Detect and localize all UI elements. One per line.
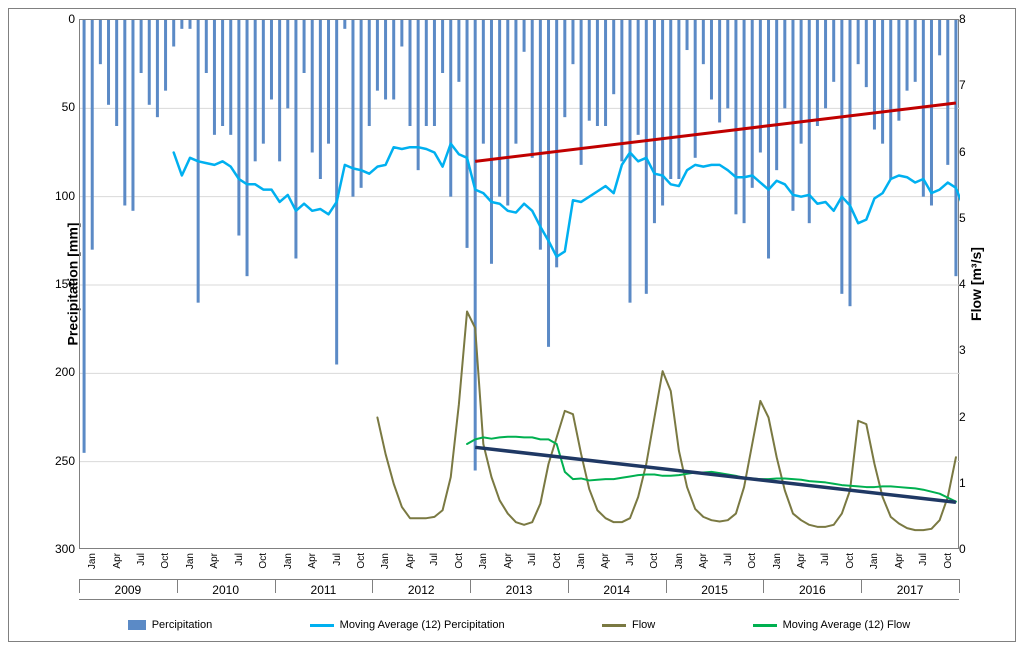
- x-tick-month: Jul: [723, 553, 734, 566]
- plot-area: [79, 19, 959, 549]
- x-tick-month: Jul: [820, 553, 831, 566]
- y2-tick: 6: [959, 145, 975, 159]
- x-tick-month: Jan: [772, 553, 783, 569]
- x-tick-year: 2013: [506, 583, 533, 597]
- x-tick-month: Apr: [796, 553, 807, 569]
- y1-tick: 250: [47, 454, 75, 468]
- x-year-separator: [177, 579, 178, 593]
- x-tick-year: 2009: [115, 583, 142, 597]
- x-tick-month: Apr: [503, 553, 514, 569]
- x-tick-month: Jul: [234, 553, 245, 566]
- legend-item: Percipitation: [128, 619, 213, 631]
- legend-item: Moving Average (12) Flow: [753, 619, 911, 631]
- x-tick-month: Jul: [918, 553, 929, 566]
- y1-tick: 150: [47, 277, 75, 291]
- x-tick-month: Apr: [307, 553, 318, 569]
- legend-swatch-line: [753, 624, 777, 627]
- x-tick-month: Jan: [283, 553, 294, 569]
- x-tick-year: 2017: [897, 583, 924, 597]
- x-tick-month: Jul: [625, 553, 636, 566]
- x-tick-year: 2011: [311, 583, 337, 597]
- x-tick-year: 2012: [408, 583, 435, 597]
- x-year-separator: [666, 579, 667, 593]
- y2-tick: 1: [959, 476, 975, 490]
- x-tick-month: Jan: [576, 553, 587, 569]
- x-tick-month: Oct: [845, 553, 856, 569]
- x-year-separator: [275, 579, 276, 593]
- x-year-hline: [79, 579, 959, 580]
- legend-label: Flow: [632, 619, 655, 631]
- legend-item: Moving Average (12) Percipitation: [310, 619, 505, 631]
- x-tick-month: Oct: [552, 553, 563, 569]
- x-tick-month: Oct: [943, 553, 954, 569]
- x-tick-month: Jan: [478, 553, 489, 569]
- legend-label: Percipitation: [152, 619, 213, 631]
- y1-tick: 300: [47, 542, 75, 556]
- legend-swatch-line: [310, 624, 334, 627]
- y2-tick: 7: [959, 78, 975, 92]
- y2-tick: 4: [959, 277, 975, 291]
- x-tick-month: Apr: [112, 553, 123, 569]
- x-year-separator: [763, 579, 764, 593]
- x-tick-month: Jul: [332, 553, 343, 566]
- x-tick-month: Oct: [649, 553, 660, 569]
- chart-container: Precipitation [mm] Flow [m³/s] 050100150…: [8, 8, 1016, 642]
- legend-swatch-line: [602, 624, 626, 627]
- x-tick-month: Jan: [380, 553, 391, 569]
- legend: Percipitation Moving Average (12) Percipi…: [79, 615, 959, 635]
- x-tick-month: Jul: [527, 553, 538, 566]
- x-tick-month: Oct: [258, 553, 269, 569]
- x-year-separator: [470, 579, 471, 593]
- x-year-separator: [568, 579, 569, 593]
- x-tick-month: Oct: [454, 553, 465, 569]
- y2-tick: 8: [959, 12, 975, 26]
- y2-tick: 5: [959, 211, 975, 225]
- y1-tick: 100: [47, 189, 75, 203]
- x-tick-month: Apr: [405, 553, 416, 569]
- x-tick-year: 2015: [701, 583, 728, 597]
- x-tick-month: Apr: [209, 553, 220, 569]
- x-tick-month: Jul: [429, 553, 440, 566]
- x-tick-month: Oct: [356, 553, 367, 569]
- legend-swatch-bar: [128, 620, 146, 630]
- x-tick-month: Oct: [747, 553, 758, 569]
- x-tick-month: Jan: [869, 553, 880, 569]
- x-tick-month: Jan: [87, 553, 98, 569]
- x-tick-month: Apr: [894, 553, 905, 569]
- y1-tick: 50: [47, 100, 75, 114]
- y1-tick: 200: [47, 365, 75, 379]
- x-tick-year: 2014: [603, 583, 630, 597]
- chart-svg: [80, 20, 960, 550]
- x-tick-year: 2010: [212, 583, 239, 597]
- legend-label: Moving Average (12) Percipitation: [340, 619, 505, 631]
- x-year-hline: [79, 599, 959, 600]
- y2-tick: 2: [959, 410, 975, 424]
- legend-label: Moving Average (12) Flow: [783, 619, 911, 631]
- x-year-separator: [372, 579, 373, 593]
- x-tick-month: Apr: [698, 553, 709, 569]
- x-tick-month: Jul: [136, 553, 147, 566]
- x-year-separator: [861, 579, 862, 593]
- legend-item: Flow: [602, 619, 655, 631]
- x-tick-year: 2016: [799, 583, 826, 597]
- x-tick-month: Jan: [674, 553, 685, 569]
- x-tick-month: Oct: [160, 553, 171, 569]
- x-year-separator: [79, 579, 80, 593]
- y2-tick: 0: [959, 542, 975, 556]
- y2-tick: 3: [959, 343, 975, 357]
- x-tick-month: Jan: [185, 553, 196, 569]
- x-year-separator: [959, 579, 960, 593]
- x-tick-month: Apr: [600, 553, 611, 569]
- y1-tick: 0: [47, 12, 75, 26]
